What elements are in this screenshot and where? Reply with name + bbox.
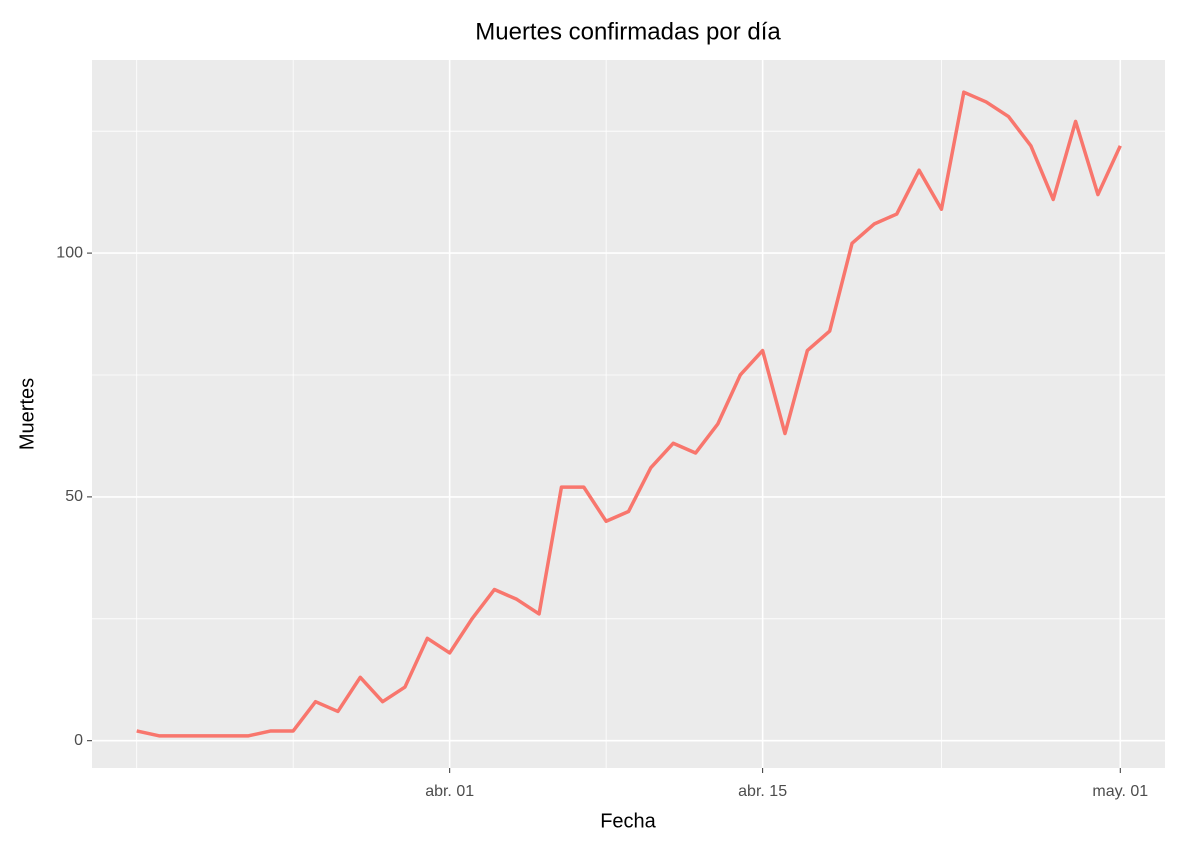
y-axis-label: Muertes xyxy=(16,378,38,450)
x-tick-label: abr. 15 xyxy=(738,783,787,800)
x-tick-label: abr. 01 xyxy=(425,783,474,800)
x-tick-label: may. 01 xyxy=(1092,783,1148,800)
x-axis-label: Fecha xyxy=(600,810,656,832)
plot-background xyxy=(92,60,1165,768)
y-tick-label: 100 xyxy=(56,244,83,261)
y-tick-label: 50 xyxy=(65,488,83,505)
data-line xyxy=(136,90,1122,738)
chart-title: Muertes confirmadas por día xyxy=(475,18,781,45)
y-tick-label: 0 xyxy=(74,732,83,749)
